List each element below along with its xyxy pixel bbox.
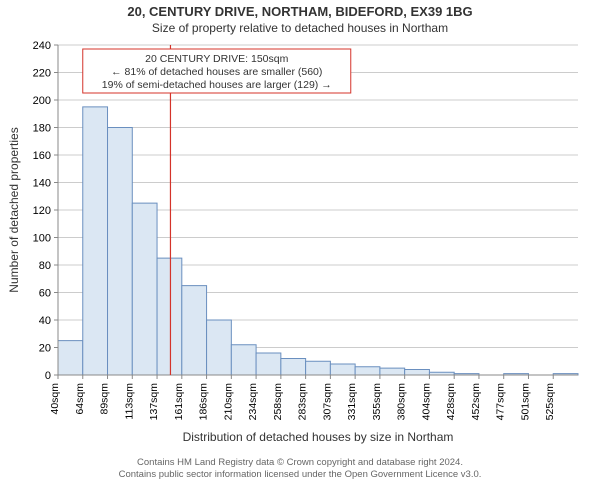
x-tick-label: 234sqm [247, 383, 259, 421]
x-tick-label: 331sqm [346, 383, 358, 421]
x-tick-label: 64sqm [74, 383, 86, 415]
footer-line-2: Contains public sector information licen… [4, 469, 596, 481]
y-tick-label: 240 [33, 40, 51, 52]
y-tick-label: 200 [33, 95, 51, 107]
x-tick-label: 501sqm [519, 383, 531, 421]
y-tick-label: 140 [33, 178, 51, 190]
footer-line-1: Contains HM Land Registry data © Crown c… [4, 457, 596, 469]
attribution-footer: Contains HM Land Registry data © Crown c… [0, 457, 600, 481]
chart-title-main: 20, CENTURY DRIVE, NORTHAM, BIDEFORD, EX… [0, 4, 600, 19]
callout-line-1: 20 CENTURY DRIVE: 150sqm [145, 53, 288, 65]
x-tick-label: 258sqm [272, 383, 284, 421]
histogram-bar [355, 367, 380, 375]
x-tick-label: 186sqm [198, 383, 210, 421]
x-tick-label: 380sqm [396, 383, 408, 421]
histogram-bar [256, 353, 281, 375]
chart-container: 0 20 40 60 80 100 120 140 160 180 200 220 240 40sqm 64… [0, 35, 600, 455]
x-tick-label: 355sqm [371, 383, 383, 421]
histogram-bar [231, 345, 256, 375]
y-tick-label: 120 [33, 205, 51, 217]
histogram-bar [306, 361, 331, 375]
histogram-bar [405, 370, 430, 376]
y-tick-label: 180 [33, 123, 51, 135]
y-tick-label: 160 [33, 150, 51, 162]
histogram-bar [207, 320, 232, 375]
x-tick-label: 477sqm [495, 383, 507, 421]
callout-line-3: 19% of semi-detached houses are larger (… [102, 79, 332, 91]
histogram-bar [157, 258, 182, 375]
x-axis-label: Distribution of detached houses by size … [183, 430, 454, 444]
y-tick-label: 60 [39, 288, 51, 300]
histogram-bar [182, 286, 207, 375]
x-tick-label: 404sqm [420, 383, 432, 421]
callout-line-2: ← 81% of detached houses are smaller (56… [111, 66, 322, 78]
x-tick-label: 89sqm [99, 383, 111, 415]
x-tick-label: 40sqm [49, 383, 61, 415]
histogram-bar [281, 359, 306, 376]
y-tick-label: 20 [39, 343, 51, 355]
chart-title-sub: Size of property relative to detached ho… [0, 21, 600, 35]
y-tick-label: 80 [39, 260, 51, 272]
y-tick-label: 220 [33, 68, 51, 80]
y-tick-label: 100 [33, 233, 51, 245]
histogram-bar [132, 203, 157, 375]
histogram-bar [108, 128, 133, 376]
y-tick-label: 0 [45, 370, 51, 382]
x-tick-label: 428sqm [445, 383, 457, 421]
x-tick-label: 283sqm [297, 383, 309, 421]
y-tick-label: 40 [39, 315, 51, 327]
x-tick-label: 210sqm [222, 383, 234, 421]
x-tick-label: 113sqm [123, 383, 135, 420]
x-tick-label: 525sqm [544, 383, 556, 421]
histogram-bar [58, 341, 83, 375]
x-tick-label: 452sqm [470, 383, 482, 421]
x-tick-label: 137sqm [148, 383, 160, 421]
x-tick-label: 161sqm [173, 383, 185, 421]
histogram-chart: 0 20 40 60 80 100 120 140 160 180 200 220 240 40sqm 64… [0, 35, 600, 455]
histogram-bar [330, 364, 355, 375]
histogram-bar [83, 107, 108, 375]
y-axis-label: Number of detached properties [7, 127, 21, 292]
histogram-bar [380, 368, 405, 375]
x-tick-label: 307sqm [321, 383, 333, 421]
